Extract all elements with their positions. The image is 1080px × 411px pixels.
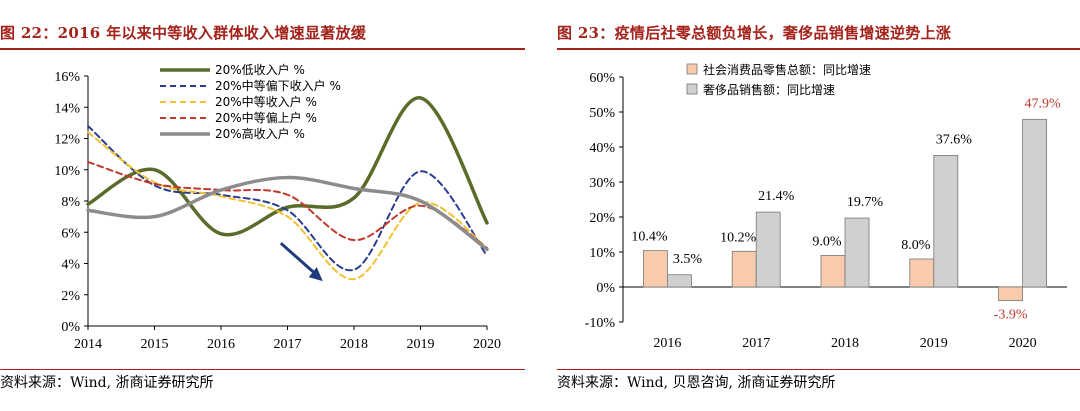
x-tick-label: 2016 xyxy=(653,336,681,351)
title-rule xyxy=(557,48,1080,50)
chart-title: 图 22：2016 年以来中等收入群体收入增速显著放缓 xyxy=(0,24,367,42)
chart-source: 资料来源：Wind, 浙商证券研究所 xyxy=(0,375,214,391)
series-line-1 xyxy=(86,96,489,237)
legend-label: 社会消费品零售总额：同比增速 xyxy=(703,62,871,77)
legend-swatch xyxy=(686,63,698,75)
y-tick-label: 16% xyxy=(54,70,80,85)
legend-label: 20%中等偏上户 % xyxy=(215,110,317,125)
bar xyxy=(643,250,668,288)
y-tick-label: 2% xyxy=(61,289,80,304)
y-tick-label: 20% xyxy=(589,211,615,226)
data-label: 3.5% xyxy=(673,252,703,267)
x-tick-label: 2016 xyxy=(207,337,235,352)
y-tick-label: 12% xyxy=(54,133,80,148)
data-label: -3.9% xyxy=(994,308,1028,323)
x-tick-label: 2014 xyxy=(74,337,102,352)
source-rule xyxy=(0,369,525,370)
y-tick-label: -10% xyxy=(585,316,616,331)
bar xyxy=(820,255,846,288)
legend-label: 20%低收入户 % xyxy=(215,62,305,77)
source-rule xyxy=(557,369,1080,370)
series-line-2 xyxy=(87,125,488,272)
series-line-3 xyxy=(87,131,488,281)
x-tick-label: 2017 xyxy=(742,336,770,351)
x-tick-label: 2019 xyxy=(920,336,948,351)
title-rule xyxy=(0,48,525,50)
data-label: 47.9% xyxy=(1025,96,1062,111)
data-label: 10.2% xyxy=(720,230,757,245)
y-tick-label: 14% xyxy=(54,101,80,116)
series-line-4 xyxy=(87,160,488,249)
data-label: 8.0% xyxy=(901,238,931,253)
chart-title: 图 23：疫情后社零总额负增长，奢侈品销售增速逆势上涨 xyxy=(557,24,952,42)
bar xyxy=(998,286,1024,302)
data-label: 19.7% xyxy=(847,195,884,210)
y-tick-label: 0% xyxy=(61,320,80,335)
bar xyxy=(667,274,692,288)
bar xyxy=(755,211,781,288)
right-figure-panel: 图 23：疫情后社零总额负增长，奢侈品销售增速逆势上涨 -10% 0% 10% 20%… xyxy=(557,0,1080,411)
trend-arrow xyxy=(279,242,317,276)
legend-label: 20%中等偏下收入户 % xyxy=(215,78,341,93)
legend-label: 20%高收入户 % xyxy=(215,126,305,141)
bar xyxy=(844,217,870,288)
data-label: 9.0% xyxy=(812,235,842,250)
chart-source: 资料来源：Wind, 贝恩咨询, 浙商证券研究所 xyxy=(557,375,836,391)
x-tick-label: 2018 xyxy=(831,336,859,351)
bar xyxy=(1022,118,1048,288)
line-chart: 0% 2% 4% 6% 8% 10% 12% 14% 16% 2014 2015 2016 2017 20… xyxy=(54,62,501,352)
legend-label: 奢侈品销售额：同比增速 xyxy=(703,82,835,97)
y-tick-label: 4% xyxy=(61,258,80,273)
bar xyxy=(933,155,959,288)
trend-arrow-head xyxy=(308,267,323,282)
data-label: 21.4% xyxy=(758,189,795,204)
data-label: 37.6% xyxy=(936,132,973,147)
legend-label: 20%中等收入户 % xyxy=(215,94,317,109)
x-tick-label: 2019 xyxy=(407,337,435,352)
bar-chart: -10% 0% 10% 20% 30% 40% 50% 60% 2016 10.4% 3.5% 201… xyxy=(585,62,1067,351)
x-tick-label: 2017 xyxy=(274,337,302,352)
y-tick-label: 60% xyxy=(589,71,615,86)
y-tick-label: 40% xyxy=(589,141,615,156)
x-tick-label: 2020 xyxy=(1009,336,1037,351)
y-tick-label: 30% xyxy=(589,176,615,191)
bar xyxy=(731,250,757,288)
y-tick-label: 8% xyxy=(61,195,80,210)
bar xyxy=(909,258,935,288)
y-tick-label: 6% xyxy=(61,226,80,241)
series-line-5 xyxy=(86,175,489,252)
x-tick-label: 2018 xyxy=(340,337,368,352)
x-tick-label: 2020 xyxy=(473,337,501,352)
left-figure-panel: 图 22：2016 年以来中等收入群体收入增速显著放缓 0% 2% 4% 6% 8% 10… xyxy=(0,0,525,411)
y-tick-label: 10% xyxy=(589,246,615,261)
y-tick-label: 50% xyxy=(589,106,615,121)
y-tick-label: 0% xyxy=(596,281,615,296)
x-tick-label: 2015 xyxy=(141,337,169,352)
y-tick-label: 10% xyxy=(54,164,80,179)
legend-swatch xyxy=(686,83,698,95)
data-label: 10.4% xyxy=(631,230,668,245)
